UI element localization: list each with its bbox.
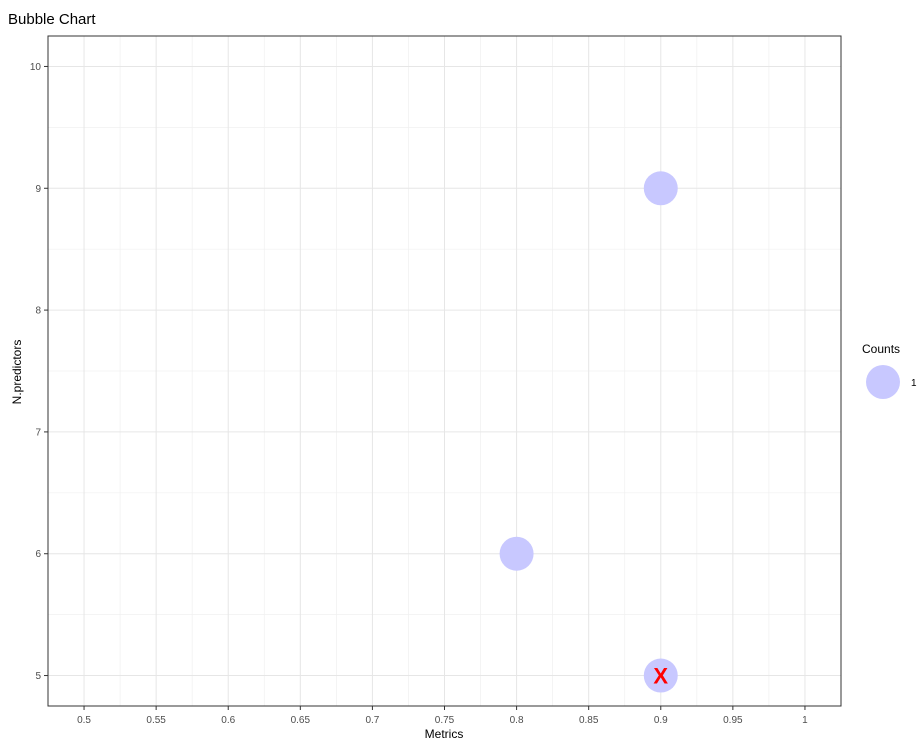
x-marker: X	[653, 664, 668, 689]
x-tick-label: 0.85	[579, 715, 599, 726]
x-tick-label: 0.9	[654, 715, 668, 726]
x-tick-label: 0.5	[77, 715, 91, 726]
x-tick-label: 0.55	[146, 715, 166, 726]
x-tick-label: 0.6	[221, 715, 235, 726]
y-tick-label: 10	[30, 62, 42, 73]
legend: Counts 1	[862, 342, 917, 399]
x-tick-label: 0.7	[365, 715, 379, 726]
legend-key-bubble	[866, 365, 900, 399]
grid-lines	[48, 36, 841, 706]
y-tick-label: 9	[35, 184, 41, 195]
x-tick-label: 0.65	[291, 715, 311, 726]
x-axis-title: Metrics	[425, 727, 464, 740]
legend-title: Counts	[862, 342, 900, 356]
axis-ticks: 0.5 0.55 0.6 0.65 0.7 0.75 0.8 0.85 0.9 0.95 1 5 6 7 8…	[30, 62, 808, 726]
y-tick-label: 8	[35, 306, 41, 317]
legend-label: 1	[911, 378, 917, 389]
x-tick-label: 0.75	[435, 715, 455, 726]
bubble-point	[499, 536, 534, 571]
y-tick-label: 6	[35, 549, 41, 560]
x-tick-label: 0.95	[723, 715, 743, 726]
y-tick-label: 7	[35, 427, 41, 438]
y-tick-label: 5	[35, 671, 41, 682]
x-tick-label: 1	[802, 715, 808, 726]
bubble-point	[643, 658, 678, 693]
x-tick-label: 0.8	[510, 715, 524, 726]
bubble-point	[643, 171, 678, 206]
bubble-points: X	[499, 171, 678, 693]
chart-title: Bubble Chart	[8, 11, 96, 28]
y-axis-title: N.predictors	[10, 340, 24, 405]
